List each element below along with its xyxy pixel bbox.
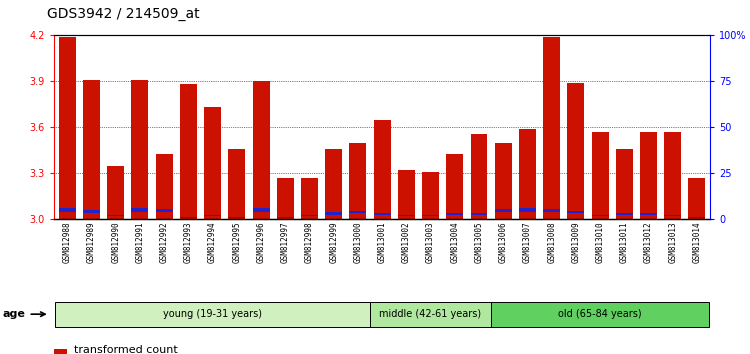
Bar [495,209,512,212]
Bar [446,213,464,215]
Text: middle (42-61 years): middle (42-61 years) [380,309,482,319]
Text: GSM812999: GSM812999 [329,222,338,263]
Bar [640,132,657,219]
Bar [301,178,318,219]
Bar [253,81,269,219]
Bar [422,172,439,219]
Text: age: age [3,309,45,319]
Text: GSM813000: GSM813000 [353,222,362,263]
Bar [107,215,124,216]
Bar [519,209,536,212]
Text: GSM813008: GSM813008 [548,222,556,263]
Text: young (19-31 years): young (19-31 years) [163,309,262,319]
Bar [156,154,172,219]
Bar [107,166,124,219]
Bar [58,209,76,212]
Text: GSM812996: GSM812996 [256,222,265,263]
Bar [374,213,391,215]
Bar [616,149,633,219]
Bar [204,215,221,216]
Text: old (65-84 years): old (65-84 years) [558,309,642,319]
Text: GSM812994: GSM812994 [208,222,217,263]
Bar [326,149,342,219]
Bar [446,154,464,219]
FancyBboxPatch shape [491,302,709,327]
Bar [277,178,294,219]
Text: GSM813013: GSM813013 [668,222,677,263]
Text: GSM813002: GSM813002 [402,222,411,263]
Bar [398,170,415,219]
Text: GSM813006: GSM813006 [499,222,508,263]
Text: GSM813009: GSM813009 [572,222,580,263]
Bar [640,213,657,215]
Bar [253,209,269,212]
Bar [374,120,391,219]
Bar [83,80,100,219]
Bar [688,178,706,219]
Bar [688,217,706,218]
Bar [470,133,488,219]
Bar [543,37,560,219]
Bar [422,215,439,216]
Text: GSM813014: GSM813014 [692,222,701,263]
Bar [301,215,318,216]
FancyBboxPatch shape [370,302,491,327]
Bar [616,213,633,215]
Bar [495,143,512,219]
FancyBboxPatch shape [56,302,370,327]
Text: GSM813010: GSM813010 [596,222,604,263]
Bar [592,132,608,219]
Bar [664,215,681,216]
Bar [58,37,76,219]
Text: GSM813003: GSM813003 [426,222,435,263]
Text: transformed count: transformed count [74,345,178,354]
Bar [180,217,196,218]
Bar [228,217,245,218]
Bar [131,80,148,219]
Text: GSM813001: GSM813001 [377,222,387,263]
Bar [180,85,196,219]
Bar [350,143,367,219]
Text: GSM812998: GSM812998 [305,222,314,263]
Bar [204,108,221,219]
Text: GSM812991: GSM812991 [136,222,145,263]
Bar [54,349,67,354]
Text: GSM812995: GSM812995 [232,222,242,263]
Bar [228,149,245,219]
Bar [277,217,294,218]
Bar [156,209,172,212]
Text: GSM813005: GSM813005 [475,222,484,263]
Bar [543,209,560,212]
Text: GSM813007: GSM813007 [523,222,532,263]
Bar [470,213,488,215]
Bar [568,83,584,219]
Bar [83,210,100,213]
Text: GSM812989: GSM812989 [87,222,96,263]
Bar [398,215,415,216]
Bar [131,209,148,212]
Bar [664,132,681,219]
Bar [519,129,536,219]
Text: GSM812993: GSM812993 [184,222,193,263]
Bar [568,211,584,213]
Text: GSM812997: GSM812997 [280,222,290,263]
Text: GSM812988: GSM812988 [63,222,72,263]
Bar [326,212,342,215]
Text: GSM812992: GSM812992 [160,222,169,263]
Text: GSM813012: GSM813012 [644,222,653,263]
Text: GSM812990: GSM812990 [111,222,120,263]
Bar [350,211,367,213]
Text: GSM813011: GSM813011 [620,222,628,263]
Bar [592,215,608,216]
Text: GDS3942 / 214509_at: GDS3942 / 214509_at [47,7,200,21]
Text: GSM813004: GSM813004 [450,222,459,263]
